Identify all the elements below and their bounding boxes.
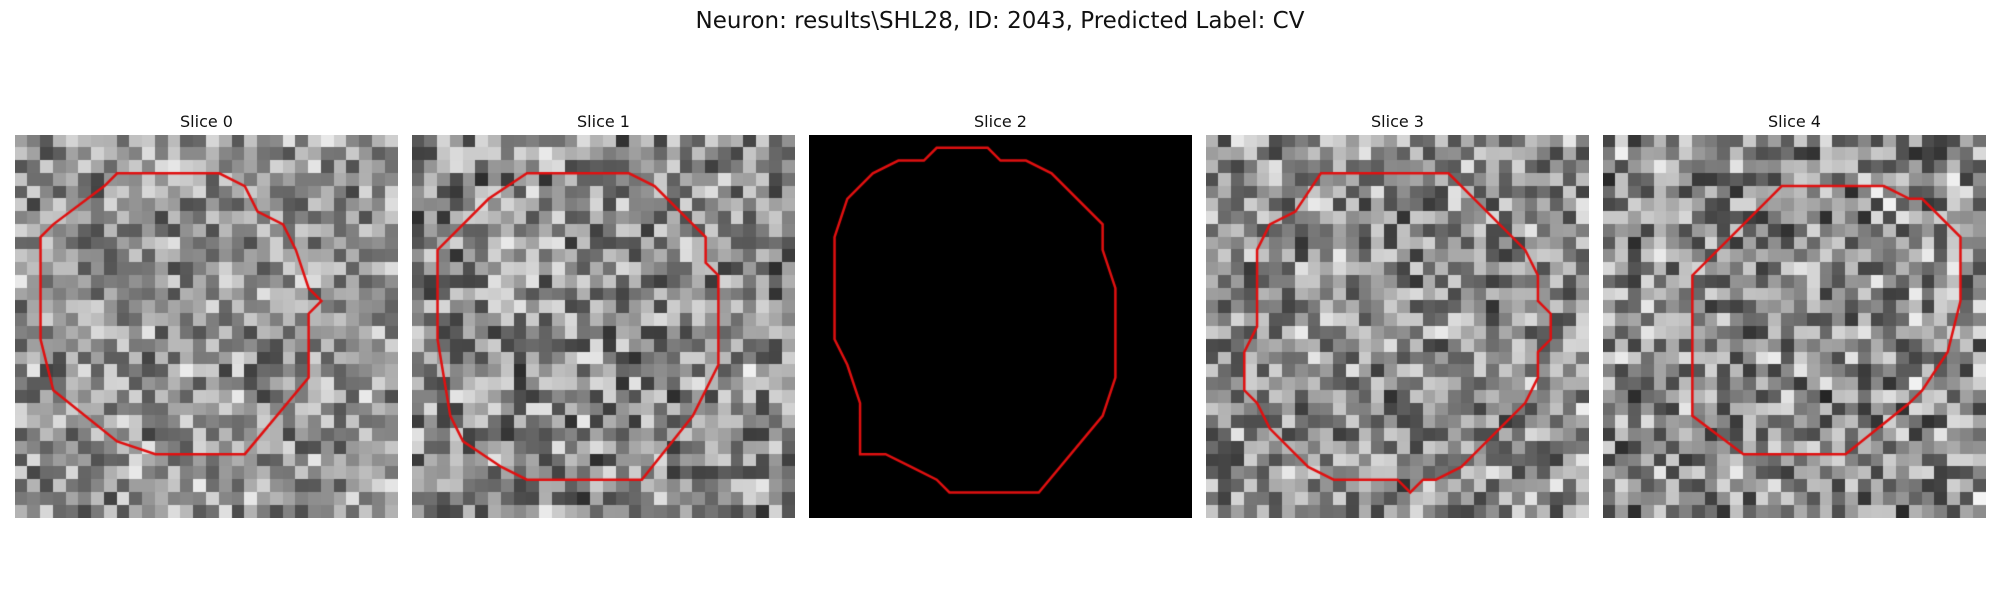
- slice-title-3: Slice 3: [1206, 110, 1589, 134]
- slice-title-0: Slice 0: [15, 110, 398, 134]
- slice-title-2: Slice 2: [809, 110, 1192, 134]
- figure-title: Neuron: results\SHL28, ID: 2043, Predict…: [0, 8, 2000, 34]
- slice-panel-1: Slice 1: [412, 110, 795, 518]
- slice-image-3: [1206, 135, 1589, 518]
- slice-panel-2: Slice 2: [809, 110, 1192, 518]
- slice-panel-4: Slice 4: [1603, 110, 1986, 518]
- slice-panel-0: Slice 0: [15, 110, 398, 518]
- slice-image-4: [1603, 135, 1986, 518]
- slice-image-1: [412, 135, 795, 518]
- slice-image-0: [15, 135, 398, 518]
- slice-image-2: [809, 135, 1192, 518]
- slice-title-1: Slice 1: [412, 110, 795, 134]
- slice-panel-3: Slice 3: [1206, 110, 1589, 518]
- slice-title-4: Slice 4: [1603, 110, 1986, 134]
